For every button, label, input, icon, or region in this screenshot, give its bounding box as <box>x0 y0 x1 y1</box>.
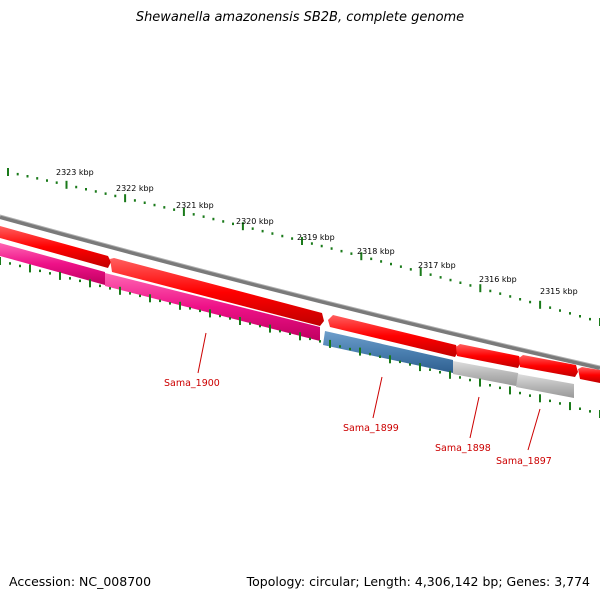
cds-feature[interactable] <box>519 355 578 377</box>
inner-ruler-ticks <box>0 257 600 418</box>
leader-line <box>372 376 383 419</box>
forward-strand <box>0 226 600 383</box>
kbp-label: 2315 kbp <box>540 287 578 296</box>
outer-ruler-ticks <box>7 168 600 326</box>
kbp-label: 2316 kbp <box>479 275 517 284</box>
cds-feature[interactable] <box>456 344 521 368</box>
gene-label[interactable]: Sama_1897 <box>496 456 552 467</box>
gene-sama-1900[interactable] <box>105 273 320 341</box>
kbp-label: 2320 kbp <box>236 217 274 226</box>
gene-label[interactable]: Sama_1899 <box>343 423 399 434</box>
cds-feature[interactable] <box>328 315 458 357</box>
leader-line <box>469 396 480 439</box>
gene-label[interactable]: Sama_1898 <box>435 443 491 454</box>
cds-feature[interactable] <box>0 226 111 268</box>
genome-backbone <box>0 215 600 370</box>
map-title: Shewanella amazonensis SB2B, complete ge… <box>135 10 465 25</box>
kbp-label: 2319 kbp <box>297 233 335 242</box>
leader-line <box>197 332 207 374</box>
reverse-strand <box>0 243 574 398</box>
backbone-highlight <box>0 214 600 367</box>
gene-sama-1897[interactable] <box>516 374 574 398</box>
cds-feature[interactable] <box>110 258 324 326</box>
kbp-label: 2323 kbp <box>56 168 94 177</box>
kbp-label: 2317 kbp <box>418 261 456 270</box>
genome-summary: Topology: circular; Length: 4,306,142 bp… <box>246 574 590 589</box>
gene-sama-1898[interactable] <box>453 361 520 386</box>
gene-sama-1900-part[interactable] <box>0 243 105 285</box>
leader-line <box>527 408 541 451</box>
cds-feature[interactable] <box>578 367 600 383</box>
accession-text: Accession: NC_008700 <box>9 574 152 589</box>
gene-label[interactable]: Sama_1900 <box>164 378 220 389</box>
kbp-label: 2318 kbp <box>357 247 395 256</box>
gene-sama-1899[interactable] <box>323 331 453 373</box>
kbp-label: 2322 kbp <box>116 184 154 193</box>
kbp-label: 2321 kbp <box>176 201 214 210</box>
